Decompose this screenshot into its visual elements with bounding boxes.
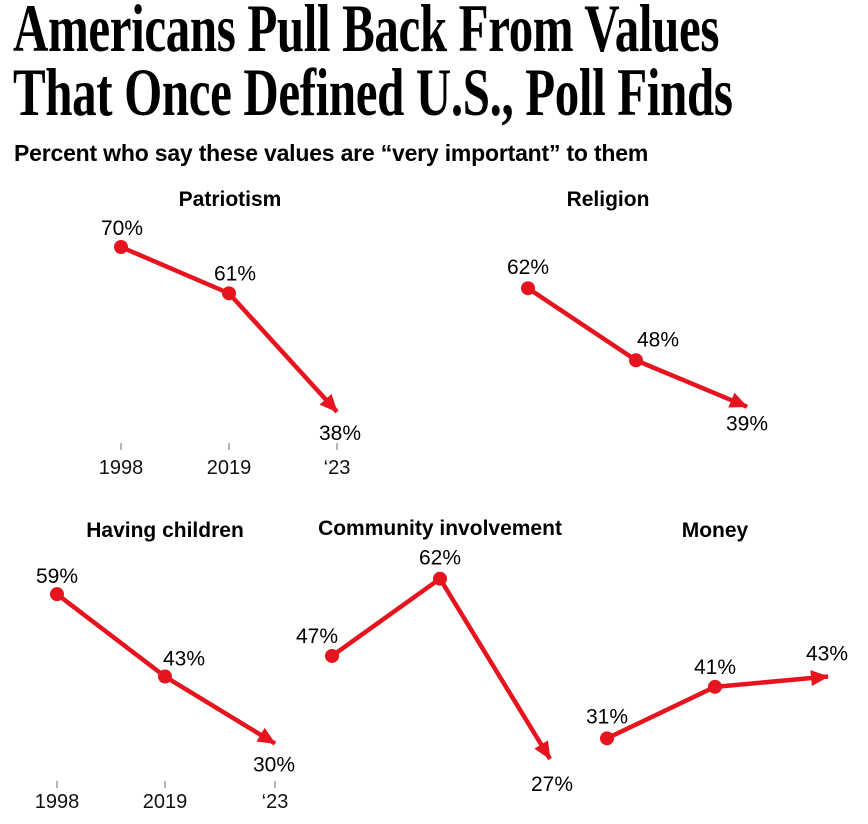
- axis-label: 1998: [35, 791, 80, 813]
- value-label: 43%: [806, 643, 848, 666]
- headline: Americans Pull Back From Values That Onc…: [13, 0, 733, 130]
- value-label: 61%: [214, 262, 256, 285]
- value-label: 31%: [586, 705, 628, 728]
- value-label: 62%: [507, 256, 549, 279]
- axis-label: 2019: [143, 791, 188, 813]
- chart-panel-patriotism: Patriotism 70% 61% 38% 1998 2019 ‘23: [99, 188, 361, 479]
- data-point-dot: [433, 571, 447, 586]
- panel-title: Patriotism: [179, 188, 282, 211]
- axis-label: 1998: [99, 457, 144, 479]
- axis-label: 2019: [207, 457, 252, 479]
- data-point-dot: [629, 353, 643, 368]
- value-label: 41%: [694, 656, 736, 679]
- value-label: 48%: [637, 328, 679, 351]
- value-label: 47%: [296, 625, 338, 648]
- data-point-dot: [708, 679, 722, 694]
- panel-title: Religion: [567, 188, 650, 211]
- axis-label: ‘23: [262, 791, 289, 813]
- chart-panel-money: Money 31% 41% 43%: [586, 519, 848, 746]
- data-point-dot: [222, 286, 236, 301]
- data-point-dot: [114, 240, 128, 254]
- value-label: 38%: [319, 422, 361, 445]
- data-point-dot: [600, 731, 614, 746]
- panel-title: Community involvement: [318, 517, 562, 540]
- trend-line: [330, 575, 552, 761]
- value-label: 70%: [101, 217, 143, 240]
- value-label: 30%: [253, 754, 295, 777]
- value-label: 43%: [163, 648, 205, 671]
- panel-title: Money: [682, 519, 749, 542]
- subtitle: Percent who say these values are “very i…: [14, 140, 649, 166]
- headline-line-2: That Once Defined U.S., Poll Finds: [13, 54, 733, 130]
- value-label: 62%: [419, 547, 461, 570]
- data-point-dot: [158, 669, 172, 684]
- chart-panel-religion: Religion 62% 48% 39%: [507, 188, 768, 436]
- panel-title: Having children: [86, 519, 244, 542]
- data-point-dot: [50, 587, 64, 602]
- value-label: 59%: [36, 565, 78, 588]
- chart-panel-community-involvement: Community involvement 47% 62% 27%: [296, 517, 573, 796]
- axis-label: ‘23: [324, 457, 351, 479]
- headline-line-1: Americans Pull Back From Values: [13, 0, 720, 66]
- value-label: 27%: [531, 773, 573, 796]
- data-point-dot: [325, 648, 339, 663]
- value-label: 39%: [726, 413, 768, 436]
- chart-panel-having-children: Having children 59% 43% 30% 1998 2019 ‘23: [35, 519, 295, 813]
- data-point-dot: [521, 281, 535, 296]
